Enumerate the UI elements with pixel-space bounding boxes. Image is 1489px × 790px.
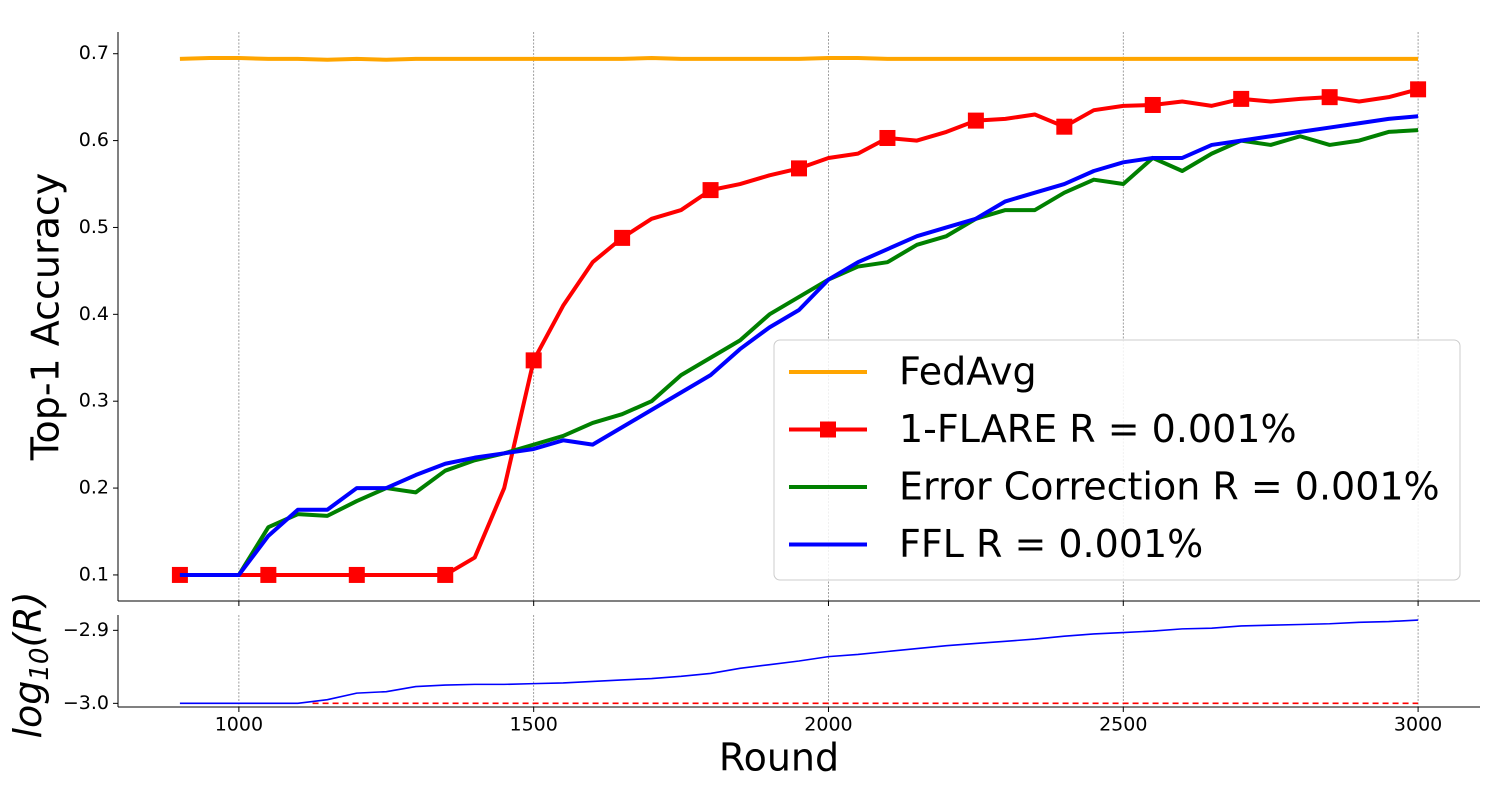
marker — [525, 352, 542, 369]
x-tick-label: 2000 — [804, 714, 852, 736]
marker — [879, 129, 896, 146]
marker — [1321, 89, 1338, 106]
marker — [791, 160, 807, 177]
y-tick-label: 0.7 — [79, 42, 109, 64]
legend-label: FedAvg — [899, 350, 1037, 394]
marker — [437, 566, 454, 583]
x-tick-label: 1500 — [509, 714, 557, 736]
y-axis-label: Top-1 Accuracy — [24, 173, 68, 462]
y-tick-label: −3.0 — [63, 692, 109, 714]
y-tick-label: −2.9 — [63, 619, 109, 641]
series-line — [179, 114, 1419, 577]
marker — [1410, 81, 1427, 98]
x-tick-label: 3000 — [1394, 714, 1442, 736]
x-tick-label: 2500 — [1099, 714, 1147, 736]
series-line — [179, 56, 1419, 62]
y-tick-label: 0.2 — [79, 477, 109, 499]
x-tick-label: 1000 — [215, 714, 263, 736]
marker — [702, 182, 719, 199]
y-tick-label: 0.1 — [79, 563, 109, 585]
y-label-tail: (R) — [6, 591, 50, 647]
marker — [967, 112, 984, 129]
y-label-base: log — [6, 681, 50, 739]
legend-label: 1-FLARE R = 0.001% — [899, 407, 1297, 451]
marker — [260, 566, 277, 583]
legend-marker — [820, 421, 836, 438]
y-tick-label: 0.6 — [79, 129, 109, 151]
marker — [348, 566, 365, 583]
marker — [1144, 96, 1161, 113]
y-label-sub: 10 — [25, 648, 55, 681]
legend-label: FFL R = 0.001% — [899, 522, 1203, 566]
x-axis-label: Round — [719, 736, 839, 780]
y-tick-label: 0.3 — [79, 390, 109, 412]
y-axis-label: log10(R) — [6, 591, 55, 738]
marker — [614, 229, 631, 246]
legend-box — [773, 339, 1461, 581]
series-line — [179, 619, 1419, 705]
y-tick-label: 0.5 — [79, 216, 109, 238]
y-tick-label: 0.4 — [79, 303, 109, 325]
marker — [1056, 118, 1073, 135]
legend-label: Error Correction R = 0.001% — [899, 465, 1440, 509]
marker — [1233, 90, 1250, 107]
